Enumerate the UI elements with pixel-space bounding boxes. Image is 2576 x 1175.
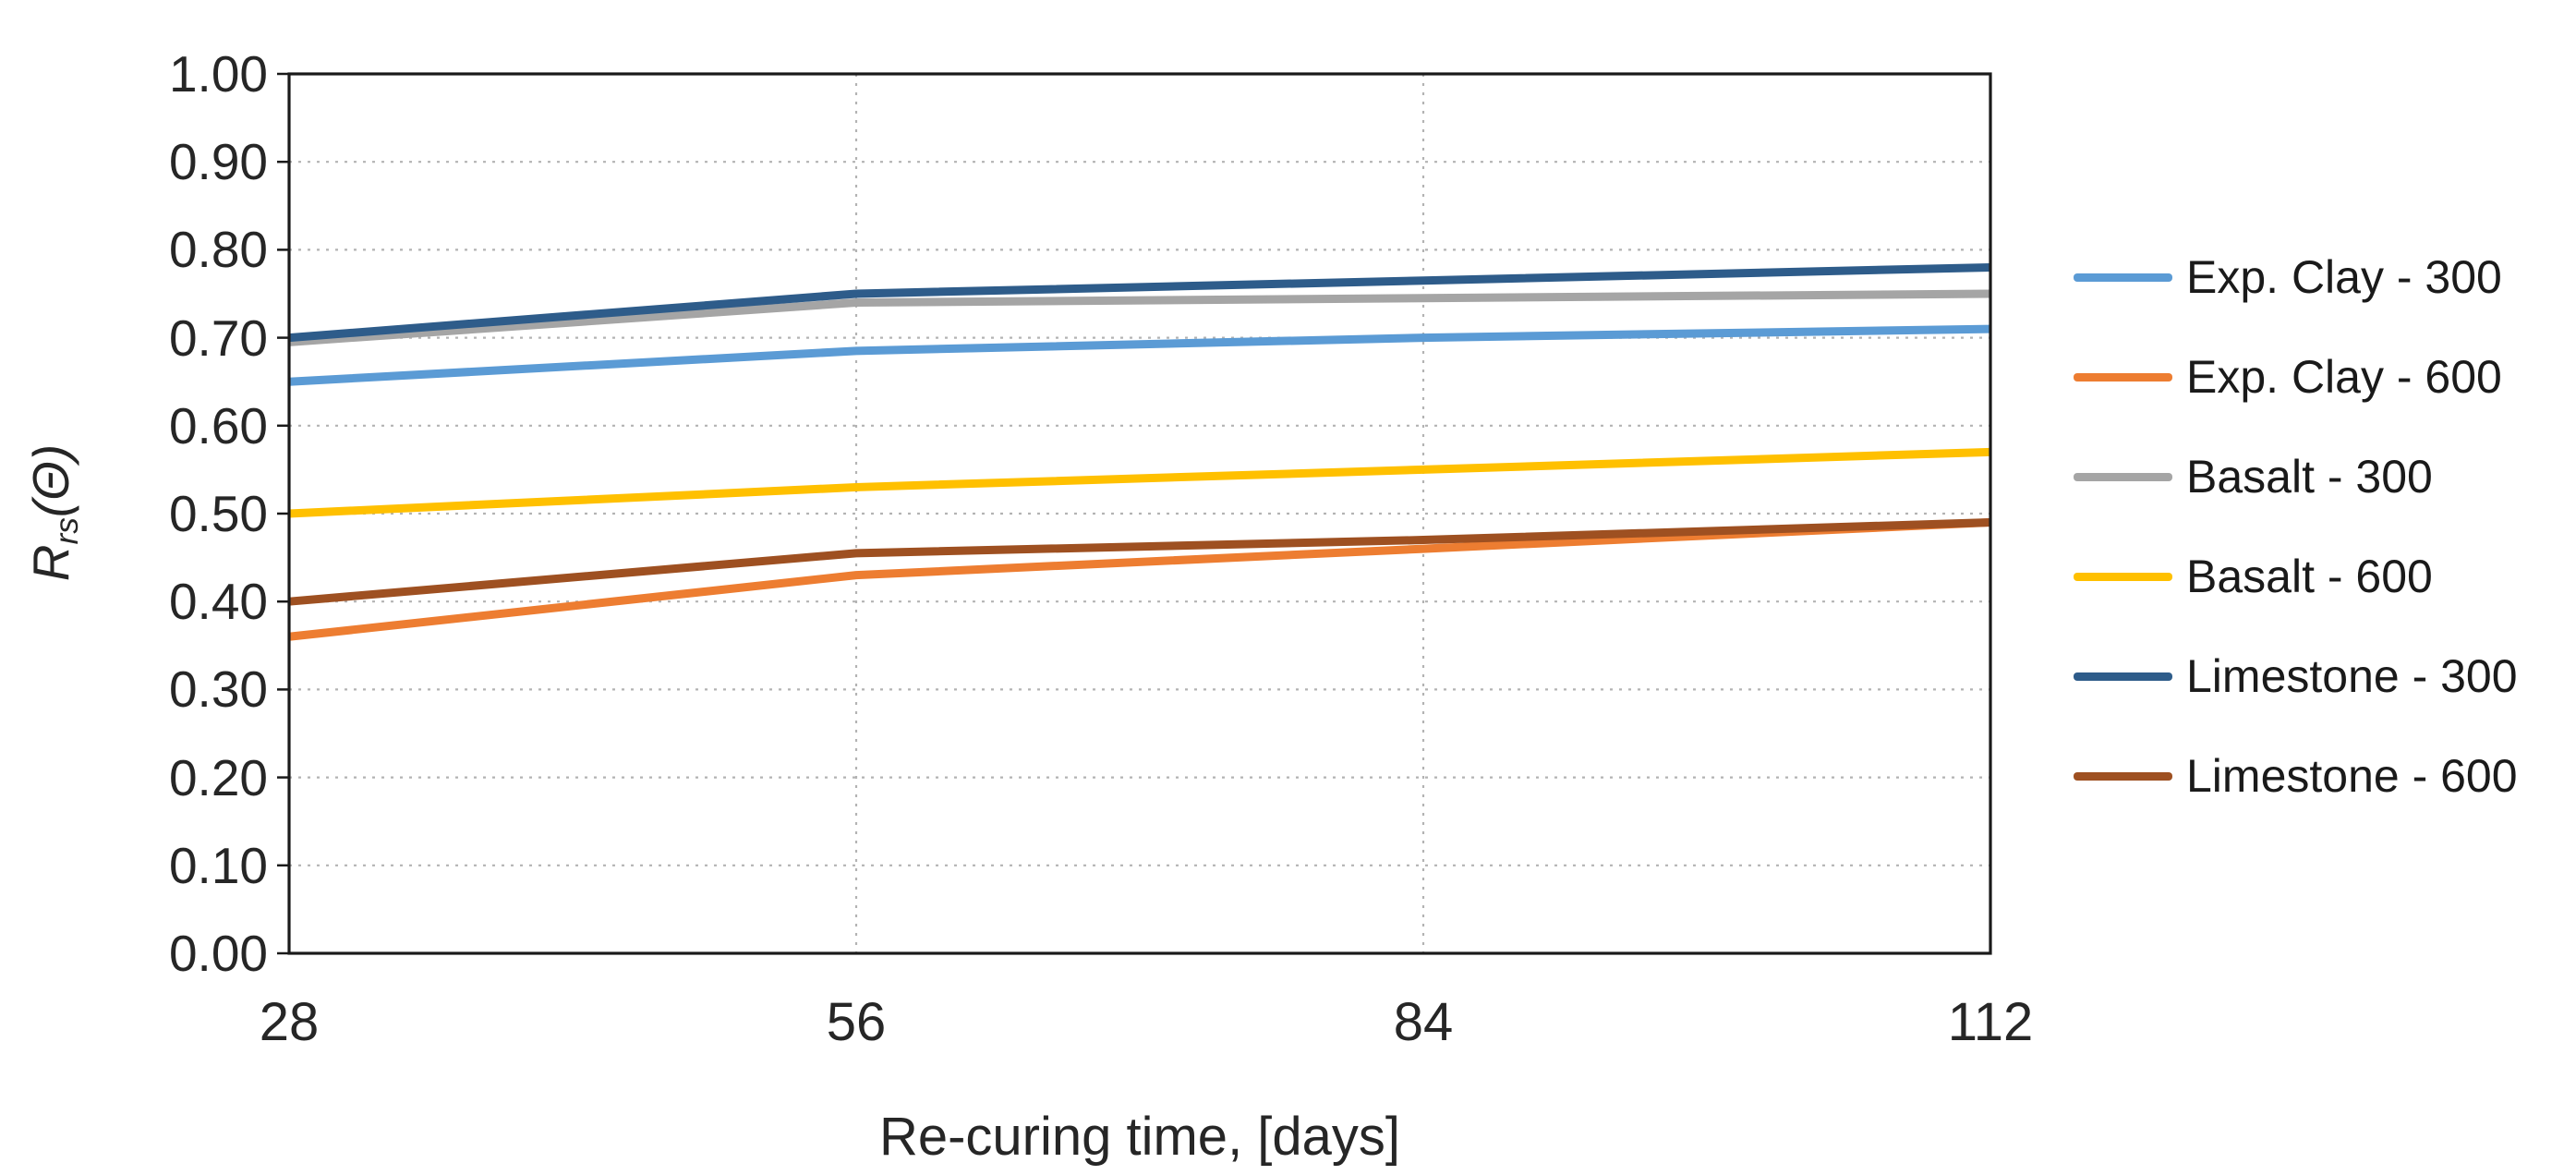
series-line-exp-clay-600	[288, 518, 1991, 641]
legend-item: Basalt - 300	[2074, 427, 2518, 527]
y-axis-title-argument: (Θ)	[22, 443, 79, 518]
x-axis-title: Re-curing time, [days]	[878, 1107, 1401, 1167]
y-tick-label: 0.70	[168, 309, 268, 367]
legend-item: Exp. Clay - 300	[2074, 227, 2518, 327]
series-line-exp-clay-300	[288, 324, 1991, 386]
y-axis-title-symbol: R	[22, 544, 79, 582]
series-line-basalt-300	[288, 289, 1991, 346]
x-tick-label: 56	[826, 992, 887, 1052]
legend-item: Exp. Clay - 600	[2074, 327, 2518, 427]
x-tick-label: 112	[1947, 992, 2034, 1052]
legend-line-swatch	[2074, 273, 2172, 282]
y-axis-title: Rrs(Θ)	[20, 282, 85, 744]
y-axis-title-subscript: rs	[48, 517, 85, 545]
series-line-limestone-600	[288, 518, 1991, 606]
y-tick-label: 0.20	[168, 748, 268, 806]
legend-item: Limestone - 300	[2074, 626, 2518, 726]
y-tick-label: 0.60	[168, 396, 268, 454]
plot-border	[287, 72, 1992, 955]
legend-label: Limestone - 300	[2186, 650, 2518, 702]
x-tick-label: 84	[1393, 992, 1454, 1052]
legend-label: Exp. Clay - 600	[2186, 351, 2502, 403]
y-tick-label: 0.90	[168, 133, 268, 191]
legend-label: Basalt - 600	[2186, 551, 2433, 602]
legend-item: Limestone - 600	[2074, 726, 2518, 826]
legend-label: Basalt - 300	[2186, 451, 2433, 503]
y-tick-label: 0.40	[168, 573, 268, 631]
y-tick-label: 0.10	[168, 836, 268, 894]
y-tick-label: 0.80	[168, 221, 268, 279]
y-tick-label: 0.00	[168, 925, 268, 982]
series-line-limestone-300	[288, 262, 1991, 343]
y-tick-label: 0.30	[168, 660, 268, 719]
y-tick-label: 1.00	[168, 45, 268, 103]
legend-line-swatch	[2074, 372, 2172, 382]
legend-label: Exp. Clay - 300	[2186, 251, 2502, 303]
series-line-basalt-600	[288, 447, 1991, 518]
legend-label: Limestone - 600	[2186, 750, 2518, 802]
legend-line-swatch	[2074, 472, 2172, 481]
x-tick-label: 28	[259, 992, 320, 1052]
legend-line-swatch	[2074, 672, 2172, 681]
legend-line-swatch	[2074, 771, 2172, 781]
y-tick-label: 0.50	[168, 485, 268, 542]
legend-line-swatch	[2074, 572, 2172, 581]
legend: Exp. Clay - 300 Exp. Clay - 600 Basalt - 3…	[2074, 227, 2518, 826]
legend-item: Basalt - 600	[2074, 527, 2518, 626]
